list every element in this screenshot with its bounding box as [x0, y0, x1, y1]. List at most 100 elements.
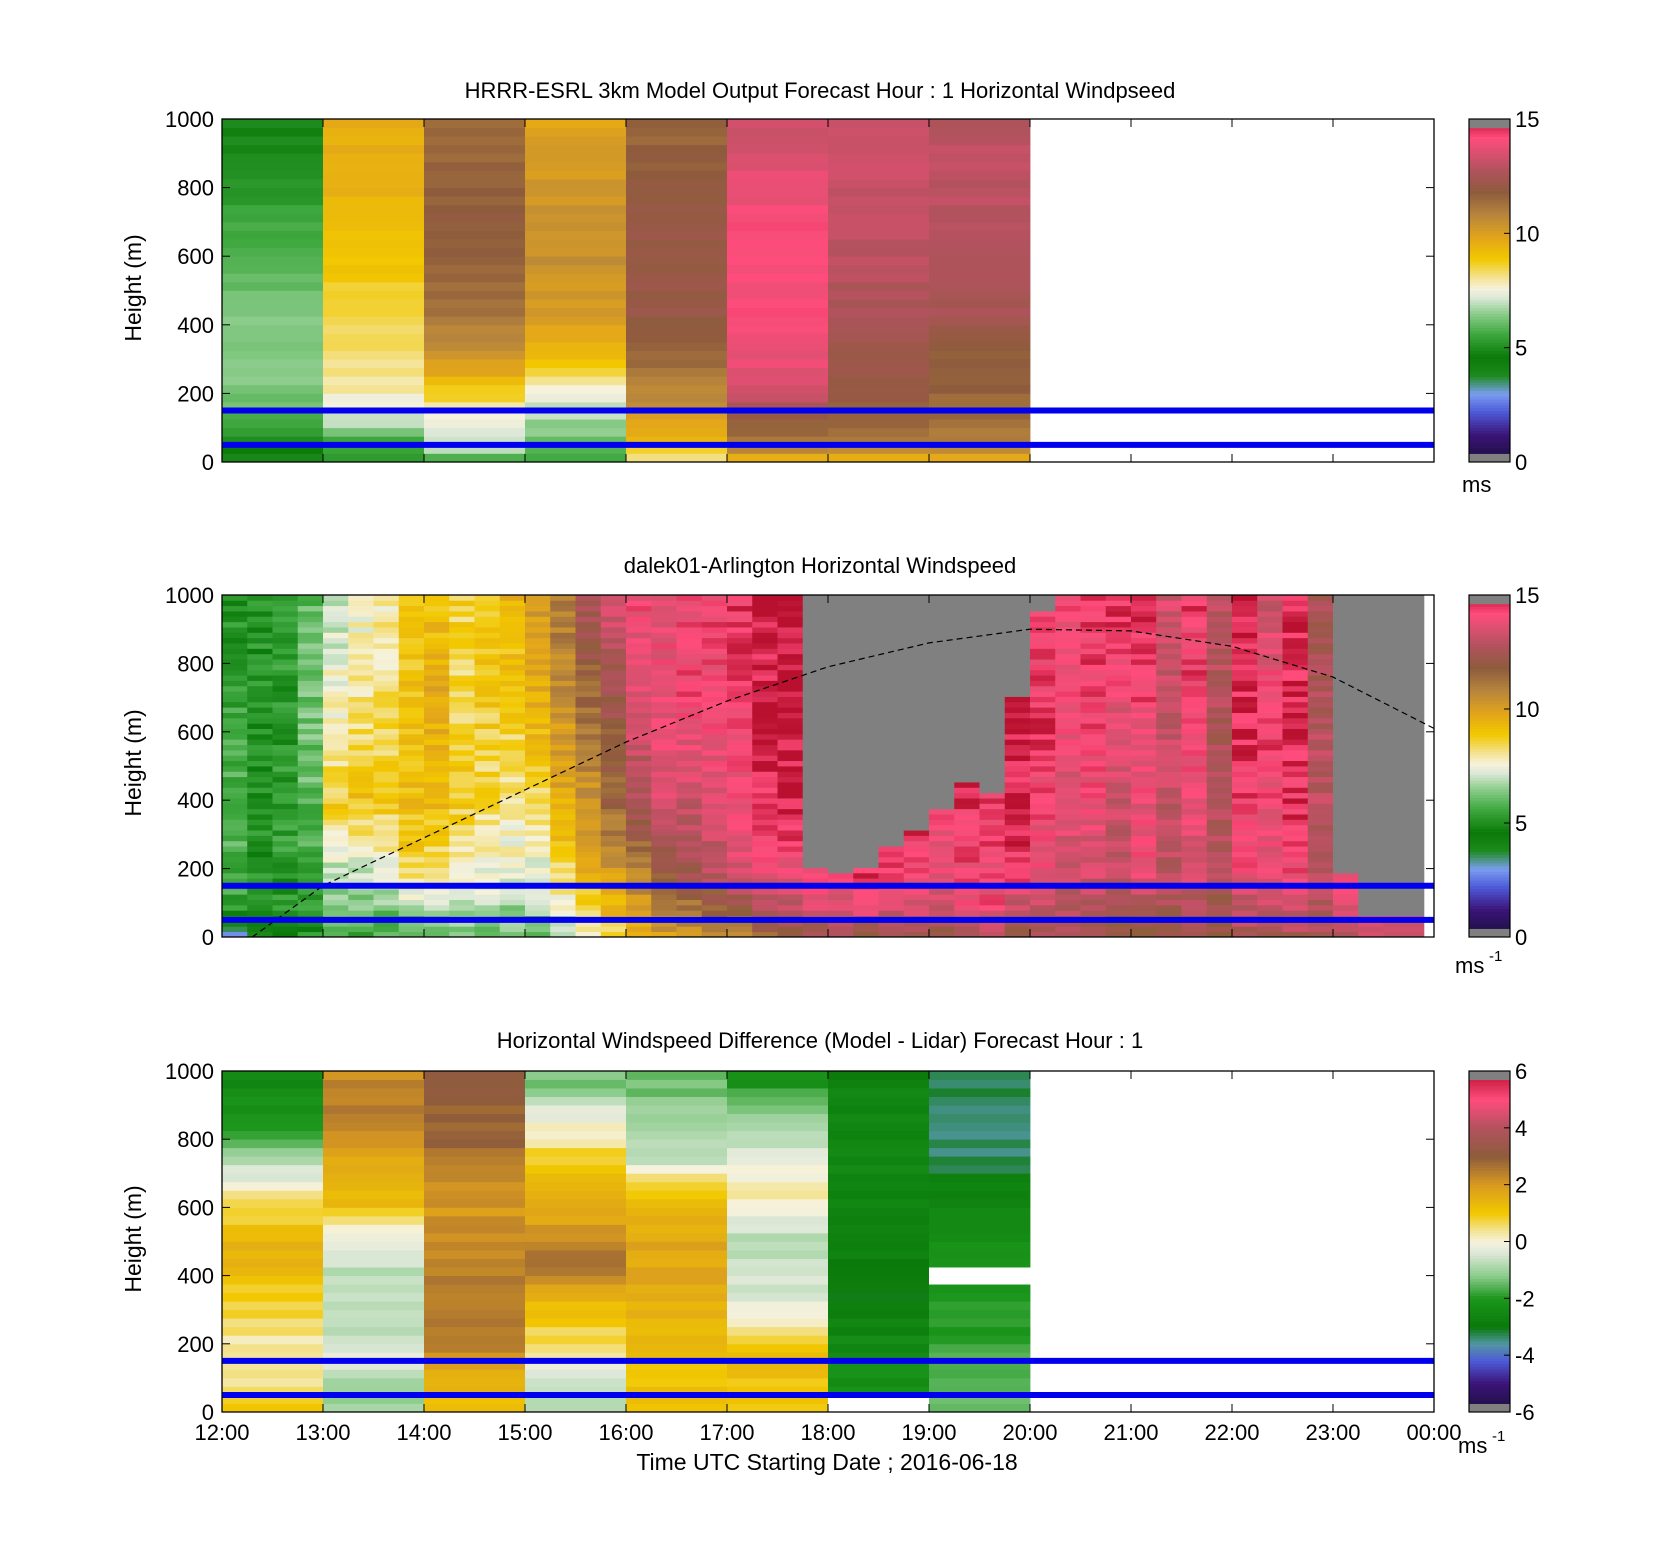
heat-cell: [1004, 872, 1031, 879]
colorbar-segment: [1469, 595, 1510, 599]
heat-cell: [373, 904, 400, 911]
heat-cell: [247, 685, 273, 692]
colorbar-segment: [1469, 210, 1510, 214]
heat-cell: [1307, 840, 1334, 847]
heat-cell: [373, 888, 400, 895]
heat-cell: [575, 835, 602, 842]
colorbar-segment: [1469, 1355, 1510, 1359]
heat-cell: [651, 771, 677, 778]
heat-cell: [1030, 611, 1056, 617]
heat-cell: [979, 824, 1006, 831]
heat-cell: [1004, 637, 1031, 644]
heat-cell: [1383, 669, 1425, 676]
heat-cell: [222, 814, 248, 820]
heat-cell: [626, 680, 652, 687]
heat-cell: [676, 931, 703, 938]
heat-cell: [1307, 792, 1334, 799]
colorbar-segment: [1469, 723, 1510, 727]
colorbar-segment: [1469, 689, 1510, 693]
heat-cell: [247, 621, 273, 628]
heat-cell: [828, 1326, 930, 1336]
heat-column: [1358, 595, 1384, 938]
heat-cell: [373, 664, 400, 671]
panel-model-ylabel: Height (m): [120, 234, 146, 341]
heat-cell: [878, 605, 905, 612]
heat-cell: [878, 712, 905, 719]
heat-cell: [929, 632, 955, 639]
heat-cell: [878, 867, 905, 874]
heat-cell: [373, 814, 400, 820]
colorbar-segment: [1469, 614, 1510, 619]
heat-cell: [828, 127, 930, 137]
heat-cell: [424, 204, 526, 214]
heat-cell: [701, 926, 728, 933]
heat-cell: [272, 707, 299, 713]
heat-cell: [626, 621, 652, 628]
heat-cell: [1156, 691, 1182, 697]
heat-cell: [247, 872, 273, 879]
heat-cell: [1333, 862, 1359, 868]
heat-cell: [878, 621, 905, 628]
heat-cell: [1232, 669, 1258, 676]
heat-cell: [373, 878, 400, 884]
heat-cell: [1004, 819, 1031, 826]
heat-cell: [777, 856, 804, 863]
heat-cell: [499, 803, 526, 810]
colorbar-segment: [1469, 1099, 1510, 1103]
heat-cell: [474, 605, 501, 612]
heat-cell: [525, 920, 551, 927]
colorbar-segment: [1469, 1292, 1510, 1296]
heat-cell: [701, 669, 728, 676]
heat-cell: [222, 680, 248, 687]
heat-cell: [272, 851, 299, 858]
heat-cell: [752, 787, 778, 794]
heat-cell: [600, 627, 627, 633]
heat-cell: [1156, 872, 1182, 879]
heat-cell: [323, 680, 349, 687]
colorbar-tick-label: 0: [1515, 450, 1527, 475]
heat-cell: [1282, 691, 1309, 697]
heat-cell: [424, 691, 450, 697]
heat-cell: [297, 792, 324, 799]
heat-cell: [1181, 669, 1208, 676]
heat-cell: [272, 744, 299, 751]
heat-cell: [701, 621, 728, 628]
heat-cell: [222, 1241, 324, 1251]
colorbar-segment: [1469, 860, 1510, 864]
heat-cell: [828, 851, 854, 858]
heat-cell: [626, 803, 652, 810]
heat-cell: [626, 1173, 728, 1183]
heat-cell: [348, 910, 374, 917]
heat-cell: [247, 894, 273, 900]
heat-cell: [727, 264, 829, 274]
heat-cell: [222, 1394, 324, 1404]
heat-cell: [323, 119, 425, 128]
x-tick-label: 15:00: [497, 1420, 552, 1445]
heat-cell: [1383, 632, 1425, 639]
heat-cell: [929, 707, 955, 713]
heat-cell: [424, 333, 526, 343]
heat-cell: [474, 872, 501, 879]
colorbar-segment: [1469, 416, 1510, 420]
heat-cell: [626, 239, 728, 249]
heat-cell: [449, 904, 475, 911]
colorbar-segment: [1469, 697, 1510, 701]
heat-cell: [1206, 846, 1233, 852]
heat-cell: [1257, 824, 1283, 831]
colorbar-segment: [1469, 726, 1510, 730]
heat-cell: [1030, 696, 1056, 703]
heat-cell: [525, 856, 551, 863]
heat-cell: [323, 712, 349, 719]
heat-cell: [424, 776, 450, 783]
heat-cell: [424, 798, 450, 804]
heat-cell: [777, 888, 804, 895]
heat-cell: [1206, 819, 1233, 826]
heat-cell: [1282, 749, 1309, 756]
heat-cell: [752, 653, 778, 660]
heat-cell: [1181, 776, 1208, 783]
heat-cell: [1206, 728, 1233, 735]
heat-cell: [1333, 766, 1359, 772]
heat-cell: [424, 621, 450, 628]
heat-cell: [1055, 717, 1081, 724]
heat-cell: [247, 824, 273, 831]
